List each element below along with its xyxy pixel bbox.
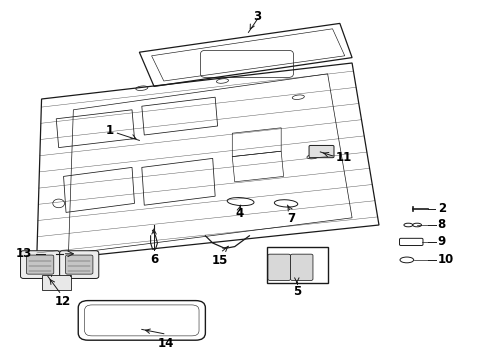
Text: 1: 1 [106, 124, 114, 137]
Bar [41, 275, 71, 290]
Text: 6: 6 [150, 253, 158, 266]
FancyBboxPatch shape [308, 145, 333, 158]
Text: 9: 9 [437, 235, 445, 248]
Text: 14: 14 [158, 337, 174, 350]
Bar [266, 247, 327, 283]
Text: 13: 13 [16, 247, 32, 260]
FancyBboxPatch shape [290, 254, 312, 280]
FancyBboxPatch shape [65, 255, 93, 274]
FancyBboxPatch shape [267, 254, 290, 280]
Text: 10: 10 [437, 253, 453, 266]
Text: 5: 5 [292, 285, 300, 298]
Text: 2: 2 [437, 202, 445, 215]
Text: 4: 4 [235, 207, 243, 220]
FancyBboxPatch shape [20, 251, 60, 279]
Text: 11: 11 [335, 151, 351, 164]
Text: 12: 12 [54, 295, 71, 308]
FancyBboxPatch shape [60, 251, 99, 279]
Text: 7: 7 [286, 212, 294, 225]
Text: 3: 3 [253, 10, 261, 23]
Text: 8: 8 [437, 219, 445, 231]
Text: 15: 15 [211, 254, 228, 267]
FancyBboxPatch shape [26, 255, 54, 274]
